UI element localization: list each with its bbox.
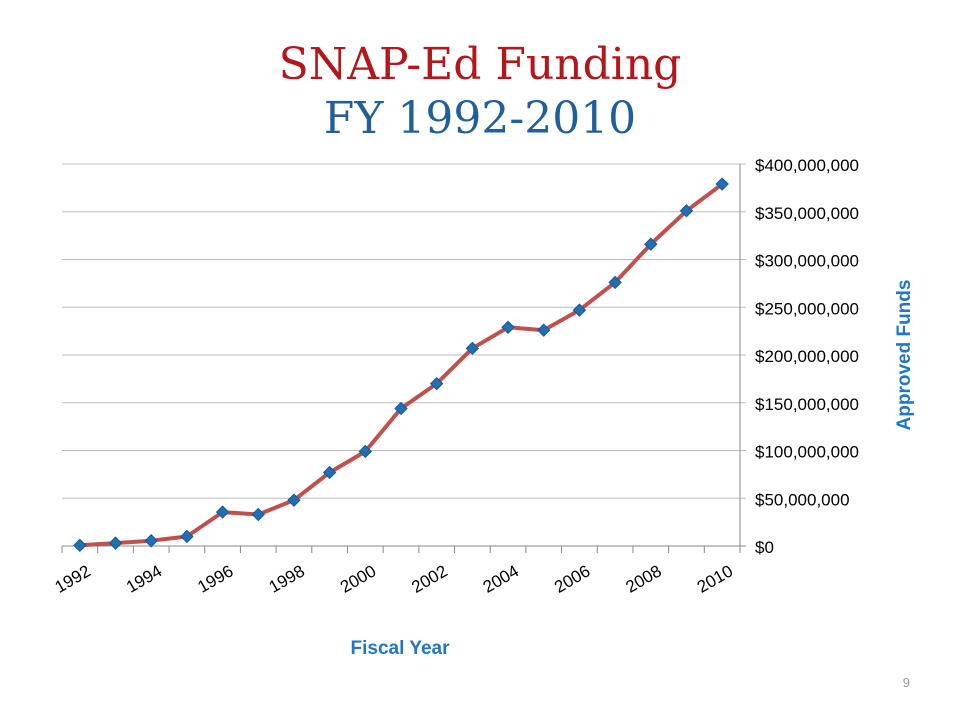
y-tick-label: $0 <box>755 538 774 557</box>
data-point-marker <box>358 444 373 459</box>
x-tick-label: 2010 <box>694 561 736 596</box>
x-tick-label: 2008 <box>623 561 665 596</box>
y-tick-label: $300,000,000 <box>755 252 859 271</box>
x-axis-label: Fiscal Year <box>351 638 451 659</box>
data-point-marker <box>287 493 301 507</box>
chart-title: SNAP-Ed Funding <box>278 39 682 90</box>
data-point-marker <box>572 303 587 317</box>
data-point-marker <box>715 177 729 191</box>
data-point-marker <box>608 275 622 290</box>
data-point-marker <box>465 341 480 356</box>
data-point-marker <box>215 505 230 519</box>
x-tick-label: 2006 <box>551 561 593 596</box>
y-tick-label: $200,000,000 <box>755 347 859 366</box>
data-point-marker <box>644 237 658 251</box>
chart-subtitle: FY 1992-2010 <box>323 93 637 144</box>
data-point-marker <box>537 323 551 337</box>
y-tick-label: $100,000,000 <box>755 443 859 462</box>
page-number: 9 <box>902 675 910 690</box>
series-line <box>79 182 724 548</box>
data-point-marker <box>108 536 123 550</box>
y-axis-label: Approved Funds <box>894 280 915 431</box>
x-tick-label: 1994 <box>123 561 165 596</box>
x-tick-label: 1998 <box>266 561 308 596</box>
x-tick-label: 2000 <box>337 561 379 596</box>
data-point-marker <box>73 538 87 553</box>
data-point-marker <box>251 507 265 522</box>
y-tick-label: $150,000,000 <box>755 395 859 414</box>
x-tick-label: 1992 <box>52 561 94 596</box>
data-point-marker <box>322 465 337 480</box>
data-point-marker <box>394 401 408 416</box>
x-tick-label: 2004 <box>480 561 522 596</box>
x-tick-label: 2002 <box>408 561 450 596</box>
y-tick-label: $400,000,000 <box>755 156 859 175</box>
y-tick-label: $250,000,000 <box>755 299 859 318</box>
data-point-marker <box>180 529 194 544</box>
slide-title-block: SNAP-Ed Funding FY 1992-2010 <box>0 38 960 146</box>
data-point-marker <box>679 204 694 218</box>
data-point-marker <box>429 376 444 391</box>
y-tick-label: $350,000,000 <box>755 204 859 223</box>
data-point-marker <box>144 534 158 548</box>
data-point-marker <box>501 320 515 335</box>
x-tick-label: 1996 <box>194 561 236 596</box>
y-tick-label: $50,000,000 <box>755 490 850 509</box>
